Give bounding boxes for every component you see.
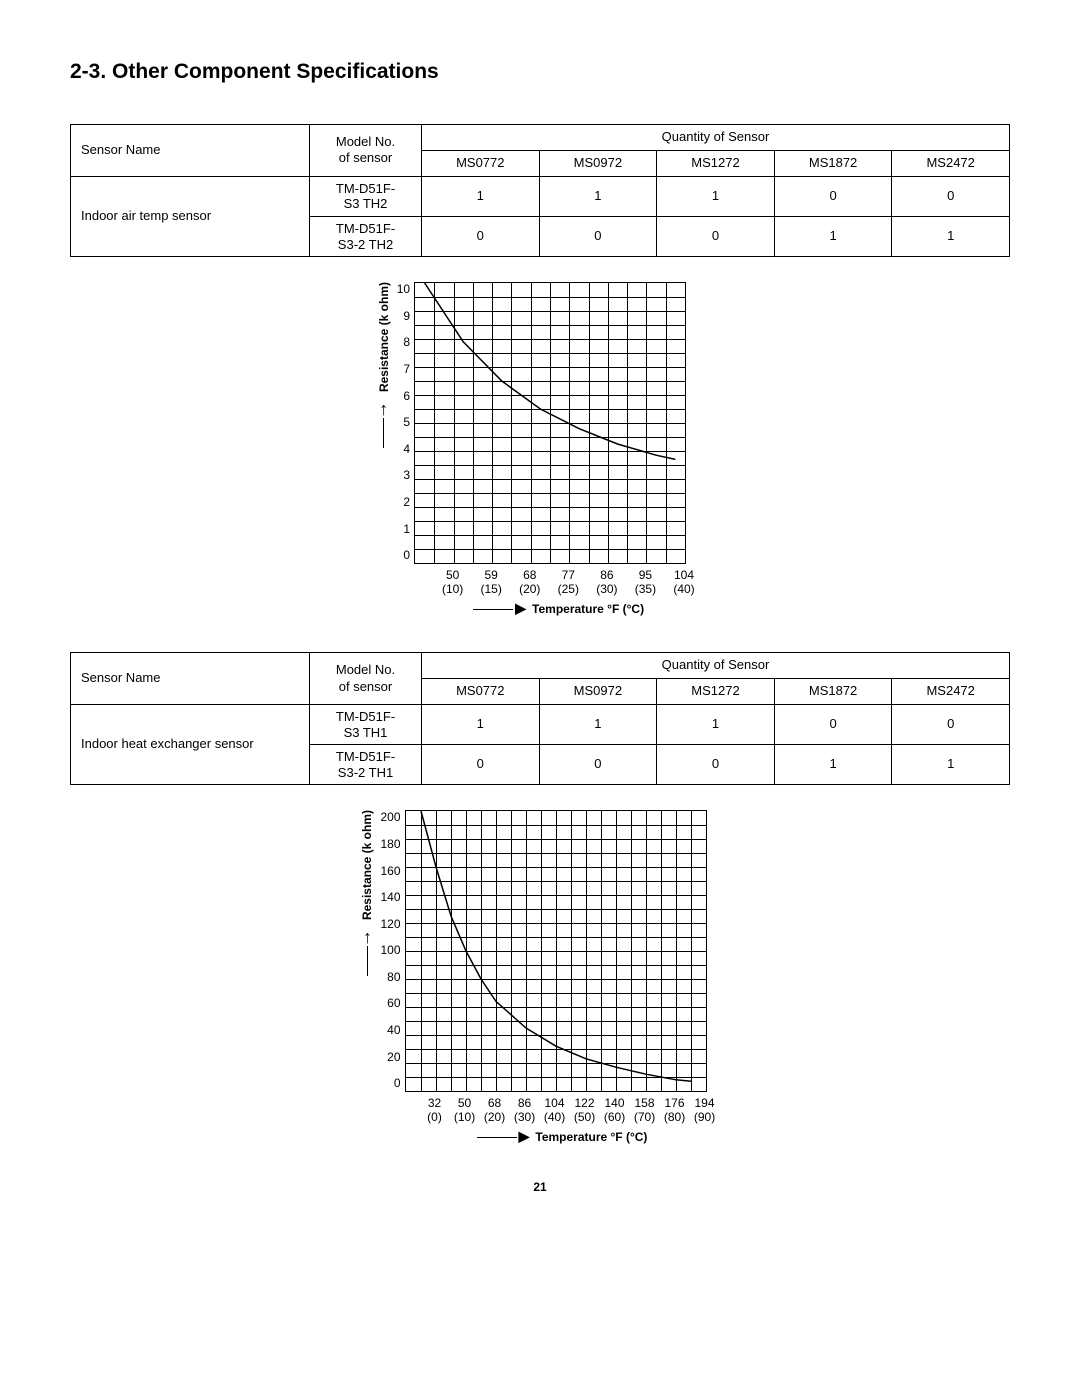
chart2-xticks: 32506886104122140158176194 (0)(10)(20)(3… — [405, 1096, 720, 1124]
page-title: 2-3. Other Component Specifications — [70, 60, 1010, 84]
chart1-grid — [414, 282, 686, 564]
chart1-ylabel: Resistance (k ohm) — [377, 282, 391, 392]
arrow-up-icon: ↑ — [363, 928, 372, 976]
sensor-table-1: Sensor Name Model No. of sensor Quantity… — [70, 124, 1010, 257]
col-sensor-name: Sensor Name — [71, 125, 310, 177]
table-row: Indoor heat exchanger sensor TM-D51F- S3… — [71, 704, 1010, 744]
col-model-no: Model No. of sensor — [310, 125, 422, 177]
resistance-chart-1: Resistance (k ohm) ↑ 109876543210 505968… — [70, 282, 1010, 617]
col-sensor-name: Sensor Name — [71, 653, 310, 705]
chart1-xticks: 505968778695104 (10)(15)(20)(25)(30)(35)… — [414, 568, 703, 596]
chart2-xlabel: Temperature °F (°C) — [535, 1130, 647, 1144]
col-qty-header: Quantity of Sensor — [422, 653, 1010, 679]
chart1-xlabel: Temperature °F (°C) — [532, 602, 644, 616]
arrow-right-icon: ▶ — [473, 600, 526, 617]
arrow-up-icon: ↑ — [379, 400, 388, 448]
col-model-no: Model No. of sensor — [310, 653, 422, 705]
resistance-chart-2: Resistance (k ohm) ↑ 2001801601401201008… — [70, 810, 1010, 1145]
chart2-yticks: 200180160140120100806040200 — [380, 810, 400, 1090]
chart1-yticks: 109876543210 — [397, 282, 410, 562]
arrow-right-icon: ▶ — [477, 1128, 530, 1145]
chart2-grid — [405, 810, 707, 1092]
chart2-ylabel: Resistance (k ohm) — [360, 810, 374, 920]
sensor-table-2: Sensor Name Model No. of sensor Quantity… — [70, 652, 1010, 785]
col-qty-header: Quantity of Sensor — [422, 125, 1010, 151]
table-row: Indoor air temp sensor TM-D51F- S3 TH2 1… — [71, 176, 1010, 216]
page-number: 21 — [70, 1180, 1010, 1194]
